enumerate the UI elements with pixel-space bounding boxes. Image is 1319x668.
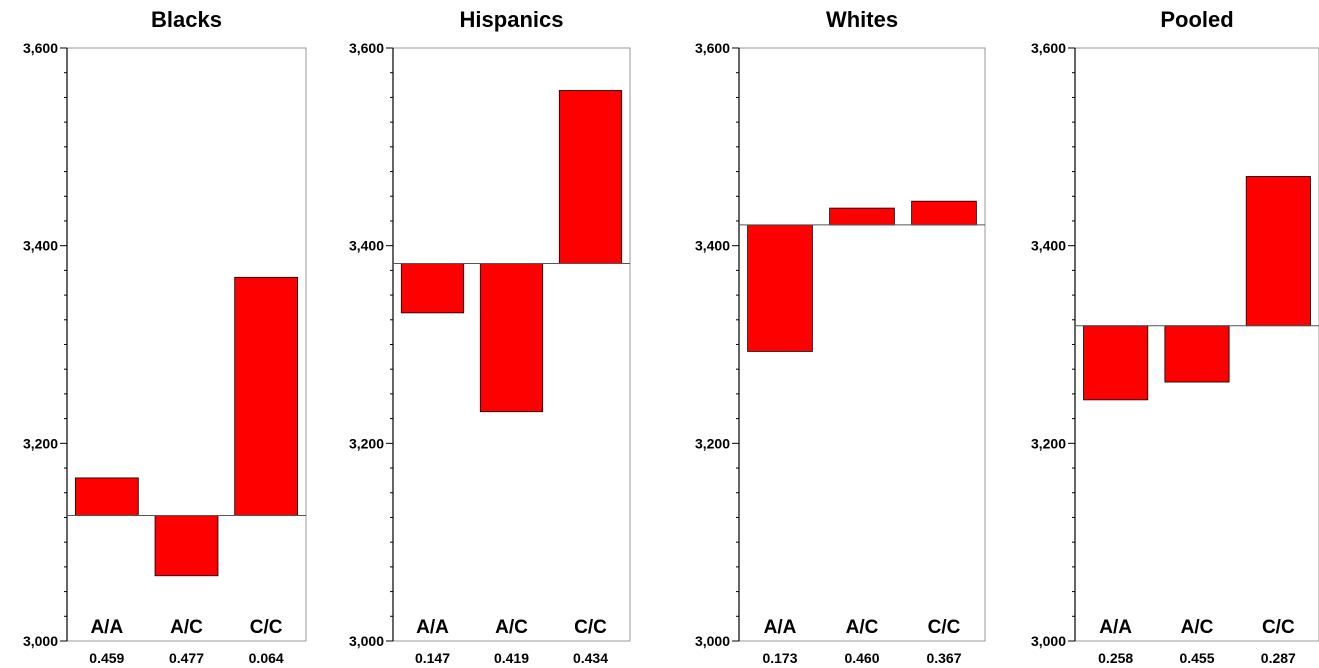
category-label: C/C bbox=[250, 617, 283, 638]
frequency-label: 0.477 bbox=[169, 650, 204, 666]
y-tick-label: 3,200 bbox=[1031, 435, 1066, 451]
category-label: C/C bbox=[574, 617, 607, 638]
category-label: A/A bbox=[90, 617, 123, 638]
y-tick-label: 3,000 bbox=[695, 633, 730, 649]
frequency-label: 0.434 bbox=[573, 650, 608, 666]
bar-ac bbox=[829, 207, 895, 226]
frequency-label: 0.173 bbox=[762, 650, 797, 666]
panel-title: Hispanics bbox=[460, 7, 564, 32]
bar-aa bbox=[1083, 325, 1149, 401]
chart-panel-pooled: Pooled 3,000 3,200 3,400 3,600 A/A 0.258 A/C 0.4… bbox=[1031, 7, 1319, 666]
y-tick-label: 3,600 bbox=[695, 40, 730, 56]
frequency-label: 0.258 bbox=[1098, 650, 1133, 666]
bar-cc bbox=[234, 276, 299, 516]
y-tick-label: 3,600 bbox=[349, 40, 384, 56]
category-label: A/C bbox=[1181, 617, 1214, 638]
chart-panel-whites: Whites 3,000 3,200 3,400 3,600 A/A 0.173 A/C 0.4… bbox=[695, 7, 986, 666]
y-tick-label: 3,600 bbox=[23, 40, 58, 56]
chart-panel-hispanics: Hispanics 3,000 3,200 3,400 3,600 A/A 0.147 A/C… bbox=[349, 7, 631, 666]
y-tick-label: 3,000 bbox=[349, 633, 384, 649]
y-tick-label: 3,400 bbox=[695, 238, 730, 254]
y-tick-label: 3,400 bbox=[1031, 238, 1066, 254]
frequency-label: 0.147 bbox=[415, 650, 450, 666]
y-tick-label: 3,600 bbox=[1031, 40, 1066, 56]
y-tick-label: 3,400 bbox=[23, 238, 58, 254]
bar-cc bbox=[911, 200, 977, 226]
frequency-label: 0.064 bbox=[249, 650, 284, 666]
y-tick-label: 3,200 bbox=[349, 435, 384, 451]
bar-aa bbox=[74, 477, 139, 516]
bar-ac bbox=[479, 263, 544, 413]
bar-aa bbox=[400, 263, 465, 314]
category-label: A/A bbox=[1099, 617, 1132, 638]
frequency-label: 0.419 bbox=[494, 650, 529, 666]
chart-panel-blacks: Blacks 3,000 3,200 3,400 3,600 A/A 0.459 A/C 0.4… bbox=[23, 7, 307, 666]
panel-title: Whites bbox=[826, 7, 898, 32]
category-label: C/C bbox=[928, 617, 961, 638]
bar-cc bbox=[1245, 176, 1311, 327]
category-label: A/C bbox=[846, 617, 879, 638]
category-label: A/A bbox=[764, 617, 797, 638]
bar-ac bbox=[154, 515, 219, 577]
bar-aa bbox=[747, 224, 813, 352]
panel-title: Blacks bbox=[151, 7, 222, 32]
frequency-label: 0.459 bbox=[89, 650, 124, 666]
category-label: C/C bbox=[1262, 617, 1295, 638]
panel-title: Pooled bbox=[1160, 7, 1233, 32]
y-tick-label: 3,000 bbox=[23, 633, 58, 649]
category-label: A/A bbox=[416, 617, 449, 638]
y-tick-label: 3,200 bbox=[695, 435, 730, 451]
frequency-label: 0.455 bbox=[1179, 650, 1214, 666]
y-tick-label: 3,400 bbox=[349, 238, 384, 254]
frequency-label: 0.460 bbox=[844, 650, 879, 666]
category-label: A/C bbox=[170, 617, 203, 638]
category-label: A/C bbox=[495, 617, 528, 638]
bar-ac bbox=[1164, 325, 1230, 383]
frequency-label: 0.367 bbox=[926, 650, 961, 666]
y-tick-label: 3,200 bbox=[23, 435, 58, 451]
bar-cc bbox=[558, 90, 623, 264]
y-tick-label: 3,000 bbox=[1031, 633, 1066, 649]
frequency-label: 0.287 bbox=[1261, 650, 1296, 666]
